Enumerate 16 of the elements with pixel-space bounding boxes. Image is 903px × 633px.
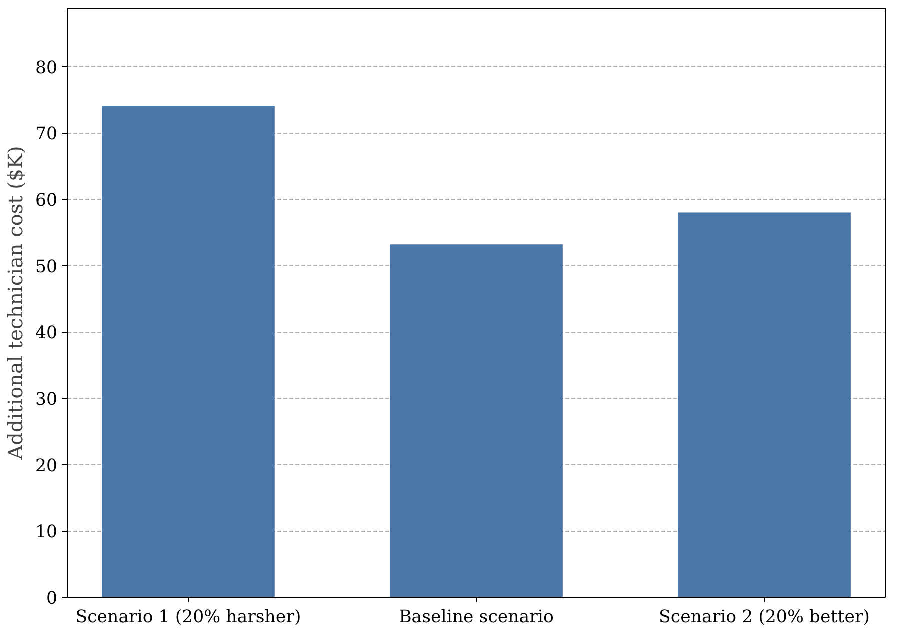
y-tick-label: 10 <box>35 522 58 543</box>
y-tick-label: 30 <box>35 390 58 410</box>
y-tick-label: 20 <box>35 456 58 476</box>
y-axis-title: Additional technician cost ($K) <box>3 146 28 461</box>
y-tick-label: 50 <box>35 257 58 278</box>
bar <box>390 244 563 598</box>
y-tick-label: 60 <box>35 191 58 212</box>
bar <box>678 212 851 598</box>
x-tick-label: Scenario 1 (20% harsher) <box>76 608 302 628</box>
y-tick-label: 80 <box>35 58 58 78</box>
x-tick-label: Baseline scenario <box>399 608 554 628</box>
y-tick-label: 40 <box>35 324 58 344</box>
y-tick-label: 70 <box>35 124 58 145</box>
bar <box>102 106 275 598</box>
x-tick-label: Scenario 2 (20% better) <box>659 608 870 628</box>
y-tick-label: 0 <box>46 589 58 609</box>
